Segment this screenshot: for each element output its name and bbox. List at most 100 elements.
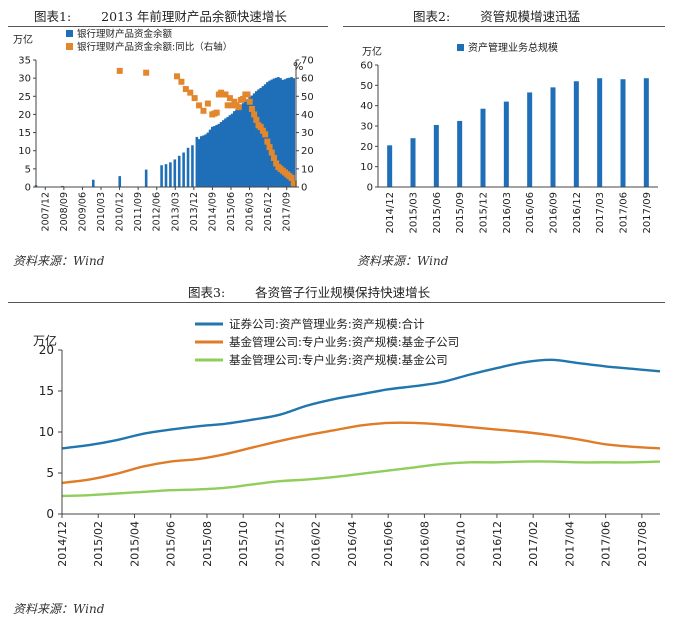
chart2-y-tick-label: 20 bbox=[360, 142, 373, 153]
chart3-y-tick-label: 0 bbox=[46, 507, 54, 521]
chart2-y-tick-label: 60 bbox=[360, 61, 373, 72]
chart1-yoy-point bbox=[178, 78, 185, 85]
chart1-left-tick-label: 10 bbox=[18, 146, 31, 157]
chart1-bar bbox=[228, 115, 232, 187]
chart1-bar bbox=[285, 78, 289, 187]
chart1-bar bbox=[206, 132, 210, 187]
chart1-bar bbox=[248, 97, 252, 187]
chart3-title-rule bbox=[8, 302, 665, 303]
chart2-bar bbox=[597, 78, 603, 187]
chart1-left-tick-label: 35 bbox=[18, 56, 31, 67]
chart1-yoy-point bbox=[235, 104, 242, 111]
chart3-y-tick-label: 10 bbox=[39, 425, 54, 439]
chart1-yoy-point bbox=[259, 127, 266, 134]
chart1-bar bbox=[252, 93, 256, 187]
chart1-x-tick-label: 2010/03 bbox=[96, 192, 107, 231]
chart3-x-tick-label: 2016/08 bbox=[418, 521, 431, 567]
chart3-x-tick-label: 2017/02 bbox=[527, 521, 540, 567]
chart3-x-tick-label: 2015/10 bbox=[237, 521, 250, 567]
chart1-bar bbox=[224, 118, 227, 187]
chart1-left-tick-label: 5 bbox=[25, 164, 31, 175]
chart1-right-tick-label: 20 bbox=[301, 146, 314, 157]
chart3-legend-label-1: 证券公司:资产管理业务:资产规模:合计 bbox=[229, 317, 425, 331]
chart1-bar bbox=[215, 124, 218, 187]
chart1-bar bbox=[226, 116, 229, 187]
chart2-x-tick-label: 2015/09 bbox=[455, 192, 466, 234]
chart1-bar bbox=[91, 179, 95, 187]
chart1-bar bbox=[164, 164, 168, 187]
chart3-x-tick-label: 2015/04 bbox=[128, 521, 141, 567]
chart1-legend-bar-label: 银行理财产品资金余额 bbox=[77, 28, 173, 40]
chart1-bar bbox=[210, 126, 214, 187]
chart1-yoy-point bbox=[200, 107, 207, 114]
chart1-left-tick-label: 0 bbox=[25, 183, 31, 194]
chart3-y-tick-label: 15 bbox=[39, 384, 54, 398]
chart1-x-tick-label: 2012/06 bbox=[152, 192, 163, 231]
chart1-bar bbox=[259, 87, 263, 187]
chart1-bar bbox=[191, 145, 194, 187]
chart1-bar bbox=[283, 79, 287, 187]
chart2-bar bbox=[410, 138, 416, 187]
chart1-yoy-point bbox=[262, 131, 269, 138]
chart1-yoy-point bbox=[116, 67, 123, 74]
chart1-right-unit: % bbox=[293, 60, 303, 73]
chart1-legend-dot-swatch bbox=[66, 43, 73, 50]
chart1-bar bbox=[241, 103, 245, 187]
chart1-bar bbox=[195, 136, 199, 187]
chart1-yoy-point bbox=[224, 102, 231, 109]
chart3-x-tick-label: 2016/02 bbox=[310, 521, 323, 567]
chart2-title-rule bbox=[343, 26, 665, 27]
chart3-title: 图表3: 各资管子行业规模保持快速增长 bbox=[188, 282, 430, 301]
chart3-x-tick-label: 2015/08 bbox=[201, 521, 214, 567]
chart2-x-tick-label: 2016/12 bbox=[572, 192, 583, 234]
chart1-left-unit: 万亿 bbox=[13, 33, 33, 46]
chart2-bar bbox=[573, 81, 579, 187]
chart2-y-tick-label: 10 bbox=[360, 162, 373, 173]
chart3-series-line-3 bbox=[61, 460, 661, 498]
chart2-unit: 万亿 bbox=[362, 45, 382, 58]
chart2-x-tick-label: 2016/09 bbox=[549, 192, 560, 234]
chart1-x-tick-label: 2014/09 bbox=[207, 192, 218, 231]
chart1-x-tick-label: 2017/09 bbox=[282, 192, 293, 231]
chart1-bar bbox=[230, 113, 234, 187]
chart1-bar bbox=[217, 123, 221, 187]
chart3-x-tick-label: 2016/06 bbox=[382, 521, 395, 567]
chart1-x-tick-label: 2010/12 bbox=[115, 192, 126, 231]
chart1-bar bbox=[118, 176, 122, 187]
chart2-y-tick-label: 50 bbox=[360, 81, 373, 92]
chart1-bar bbox=[177, 155, 181, 187]
chart1-right-tick-label: 60 bbox=[301, 74, 314, 85]
chart2-source: 资料来源：Wind bbox=[357, 254, 449, 268]
chart2-x-tick-label: 2015/03 bbox=[409, 192, 420, 234]
chart2-x-tick-label: 2014/12 bbox=[385, 192, 396, 234]
chart1-yoy-point bbox=[196, 102, 203, 109]
chart1-title: 图表1: 2013 年前理财产品余额快速增长 bbox=[34, 6, 287, 25]
chart1-left-tick-label: 25 bbox=[18, 92, 31, 103]
chart1-bar bbox=[272, 78, 276, 187]
chart3-x-tick-label: 2017/04 bbox=[563, 521, 576, 567]
chart1-yoy-point bbox=[266, 144, 273, 151]
chart3-x-tick-label: 2014/12 bbox=[56, 521, 69, 567]
chart1-bar bbox=[197, 139, 201, 187]
chart2-bar bbox=[503, 101, 509, 187]
chart1-bar bbox=[199, 136, 203, 187]
chart1-bar bbox=[219, 122, 223, 187]
chart3-x-tick-label: 2015/12 bbox=[273, 521, 286, 567]
chart1-bar bbox=[244, 101, 247, 187]
chart2-bar bbox=[457, 120, 463, 187]
chart3-x-tick-label: 2016/10 bbox=[455, 521, 468, 567]
chart1-bar bbox=[169, 162, 172, 187]
chart2-title-text: 资管规模增速迅猛 bbox=[480, 9, 581, 24]
chart1-bar bbox=[235, 109, 238, 187]
chart1-x-tick-label: 2008/09 bbox=[59, 192, 70, 231]
chart3-y-tick-label: 5 bbox=[46, 466, 54, 480]
chart1-bar bbox=[213, 126, 216, 187]
chart1-bar bbox=[204, 134, 207, 187]
chart3-x-tick-label: 2017/08 bbox=[636, 521, 649, 567]
chart2-title-num: 图表2: bbox=[413, 9, 451, 24]
chart2-x-tick-label: 2016/03 bbox=[502, 192, 513, 234]
chart1-yoy-point bbox=[257, 124, 264, 131]
chart1-yoy-point bbox=[270, 154, 277, 161]
chart1-yoy-point bbox=[251, 111, 258, 118]
chart1-yoy-point bbox=[240, 96, 247, 103]
